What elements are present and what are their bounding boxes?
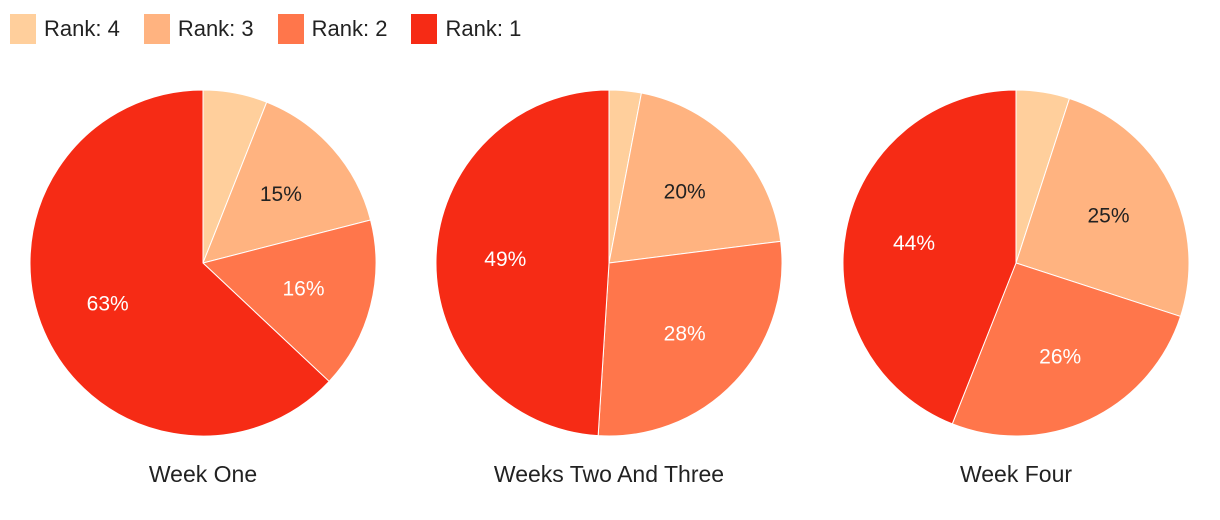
legend-swatch-rank-3 xyxy=(143,14,170,44)
data-label-rank-1: 44% xyxy=(893,232,935,255)
data-label-rank-3: 20% xyxy=(664,180,706,203)
data-label-rank-3: 15% xyxy=(260,183,302,206)
legend: Rank: 4 Rank: 3 Rank: 2 Rank: 1 xyxy=(10,14,521,44)
legend-item-rank-1[interactable]: Rank: 1 xyxy=(411,14,521,44)
pie-week-one: 15% 16% 63% Week One xyxy=(29,89,377,487)
pie-slice-rank-1[interactable] xyxy=(842,89,1017,425)
pie-title: Weeks Two And Three xyxy=(494,461,724,487)
pie-weeks-two-and-three: 20% 28% 49% Weeks Two And Three xyxy=(435,89,783,487)
pie-slice-rank-2[interactable] xyxy=(597,240,783,437)
legend-label-rank-1: Rank: 1 xyxy=(445,16,522,41)
legend-label-rank-3: Rank: 3 xyxy=(177,16,254,41)
legend-item-rank-4[interactable]: Rank: 4 xyxy=(10,14,120,44)
data-label-rank-1: 49% xyxy=(484,248,526,271)
pie-slice-rank-2[interactable] xyxy=(951,262,1182,437)
legend-item-rank-3[interactable]: Rank: 3 xyxy=(143,14,254,44)
pie-slice-rank-1[interactable] xyxy=(435,89,610,437)
pie-slice-rank-3[interactable] xyxy=(202,101,372,264)
pie-slice-rank-2[interactable] xyxy=(201,219,377,383)
data-label-rank-2: 16% xyxy=(282,277,324,300)
pie-week-four: 25% 26% 44% Week Four xyxy=(842,89,1190,487)
data-label-rank-2: 28% xyxy=(664,323,706,346)
legend-label-rank-4: Rank: 4 xyxy=(44,16,120,41)
data-label-rank-1: 63% xyxy=(87,293,129,316)
legend-swatch-rank-2 xyxy=(277,14,304,44)
pie-title: Week Four xyxy=(960,461,1072,487)
pie-slice-rank-1[interactable] xyxy=(29,89,330,437)
pie-title: Week One xyxy=(149,461,257,487)
legend-item-rank-2[interactable]: Rank: 2 xyxy=(277,14,388,44)
data-label-rank-3: 25% xyxy=(1087,204,1129,227)
legend-label-rank-2: Rank: 2 xyxy=(311,16,388,41)
pie-slice-rank-3[interactable] xyxy=(1015,97,1190,318)
legend-swatch-rank-4 xyxy=(10,14,36,44)
legend-swatch-rank-1 xyxy=(411,14,438,44)
data-label-rank-2: 26% xyxy=(1039,345,1081,368)
pie-slice-rank-3[interactable] xyxy=(608,92,782,264)
